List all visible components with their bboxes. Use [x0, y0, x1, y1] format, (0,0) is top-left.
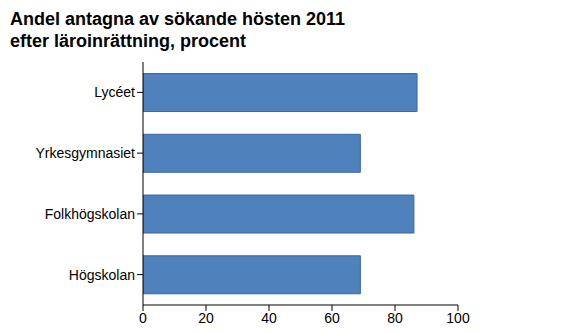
svg-text:0: 0 — [139, 310, 147, 325]
svg-text:Lycéet: Lycéet — [94, 84, 135, 100]
svg-text:Högskolan: Högskolan — [69, 267, 135, 283]
svg-text:40: 40 — [261, 310, 277, 325]
svg-text:80: 80 — [387, 310, 403, 325]
svg-text:100: 100 — [446, 310, 470, 325]
svg-text:Folkhögskolan: Folkhögskolan — [45, 206, 135, 222]
svg-text:Yrkesgymnasiet: Yrkesgymnasiet — [35, 145, 135, 161]
svg-text:60: 60 — [324, 310, 340, 325]
html-text:Andel antagna av sökande höste: Andel antagna av sökande hösten 2011 eft… — [10, 9, 346, 51]
svg-text:20: 20 — [198, 310, 214, 325]
